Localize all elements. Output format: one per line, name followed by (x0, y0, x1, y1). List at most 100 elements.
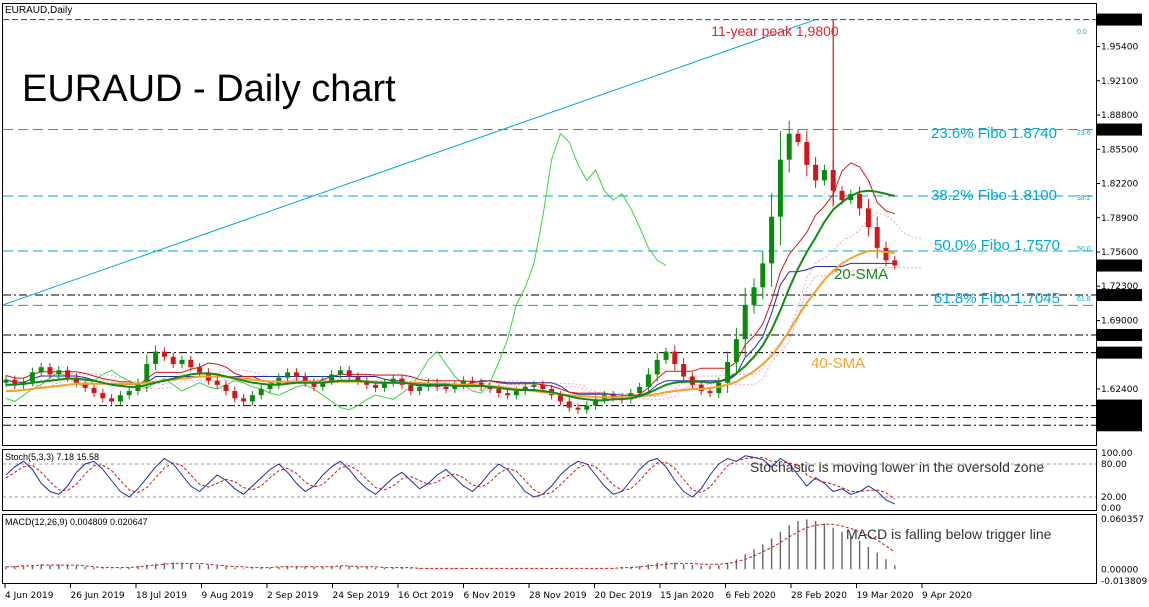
candle-body-20 (179, 359, 185, 365)
candle-body-69 (610, 395, 616, 398)
candle-body-36 (320, 380, 326, 387)
candle-body-47 (417, 386, 423, 392)
candle-body-32 (285, 372, 291, 378)
sma20-line (6, 189, 896, 402)
candle-body-16 (144, 364, 150, 383)
price-tick-label-3: 1.88800 (1101, 111, 1138, 121)
macd-tick-label-0: 0.060357 (1101, 515, 1144, 525)
candle-body-38 (337, 370, 343, 375)
candle-body-99 (874, 227, 880, 248)
candle-body-101 (892, 260, 898, 266)
fib-label-61: 61.8% Fibo 1.7045 (934, 290, 1060, 307)
candle-body-75 (663, 351, 669, 360)
candle-body-24 (214, 380, 220, 385)
candle-body-9 (82, 382, 88, 388)
x-tick-label-10: 15 Jan 2020 (660, 591, 714, 601)
candle-body-4 (38, 367, 44, 373)
candle-body-3 (29, 372, 35, 382)
fib-small-50: 50.0 (1077, 246, 1091, 253)
price-tick-label-16: 1.60800 (1101, 402, 1138, 412)
macd-label: MACD(12,26,9) 0.004809 0.020647 (5, 517, 148, 527)
stochastic-panel (2, 449, 1097, 511)
candle-body-55 (487, 386, 493, 389)
x-tick-label-9: 20 Dec 2019 (595, 591, 653, 601)
candle-body-30 (267, 384, 273, 389)
candle-body-84 (742, 304, 748, 340)
candle-body-58 (513, 391, 519, 396)
candle-body-44 (390, 378, 396, 383)
symbol-label: EURAUD,Daily (5, 5, 72, 16)
price-tick-bg-14 (1097, 346, 1142, 359)
price-tick-bg-4 (1097, 123, 1142, 136)
x-tick-label-4: 2 Sep 2019 (267, 591, 319, 601)
price-tick-label-4: 1.87400 (1101, 126, 1138, 136)
candle-body-72 (637, 386, 643, 394)
candle-body-1 (12, 379, 18, 385)
candle-body-35 (311, 382, 317, 387)
price-tick-bg-16 (1097, 399, 1142, 412)
chart-title: EURAUD - Daily chart (22, 68, 396, 110)
candle-body-54 (478, 382, 484, 387)
price-tick-bg-13 (1097, 329, 1142, 342)
candle-body-34 (302, 376, 308, 383)
candle-body-93 (821, 170, 827, 181)
candle-body-53 (469, 380, 475, 383)
stoch-tick-label-2: 20.00 (1101, 493, 1127, 503)
candle-body-46 (408, 384, 414, 392)
candle-body-12 (109, 398, 115, 402)
macd-panel (2, 514, 1097, 584)
candle-body-17 (153, 351, 159, 365)
x-tick-label-8: 28 Nov 2019 (529, 591, 587, 601)
fib-small-23: 23.6 (1077, 130, 1091, 137)
candle-body-73 (645, 374, 651, 387)
candle-body-65 (575, 407, 581, 410)
cloud-span-a (32, 212, 922, 398)
x-tick-label-13: 19 Mar 2020 (857, 591, 914, 601)
trendline (2, 19, 816, 306)
fib-small-61: 61.8 (1077, 296, 1091, 303)
fib-label-50: 50.0% Fibo 1.7570 (934, 237, 1060, 254)
price-panel (2, 3, 1097, 446)
candle-body-87 (769, 216, 775, 264)
macd-tick-label-1: 0.00000 (1101, 565, 1138, 575)
candle-body-77 (681, 364, 687, 377)
candle-body-90 (795, 133, 801, 143)
stoch-label: Stoch(5,3,3) 7.18 15.58 (5, 452, 99, 462)
sma40-line (6, 250, 895, 399)
candle-body-8 (73, 377, 79, 383)
candle-body-19 (170, 356, 176, 365)
price-tick-label-17: 1.59650 (1101, 414, 1138, 424)
candle-body-63 (557, 395, 563, 402)
candle-body-85 (751, 287, 757, 305)
candle-body-89 (786, 133, 792, 160)
candle-body-60 (531, 384, 537, 387)
sma40-annotation: 40-SMA (811, 355, 865, 372)
candle-body-7 (65, 370, 71, 378)
x-tick-label-0: 4 Jun 2019 (5, 591, 54, 601)
candle-body-52 (461, 380, 467, 385)
x-tick-label-7: 6 Nov 2019 (464, 591, 516, 601)
candle-body-43 (381, 382, 387, 388)
candle-body-59 (522, 386, 528, 392)
candle-body-64 (566, 401, 572, 408)
price-tick-bg-0 (1097, 13, 1142, 26)
stoch-tick-label-1: 80.00 (1101, 460, 1127, 470)
candle-body-92 (813, 164, 819, 181)
price-tick-label-18: 1.58900 (1101, 421, 1138, 431)
tenkan-line (5, 162, 895, 399)
candle-body-5 (47, 367, 53, 375)
price-tick-label-1: 1.95400 (1101, 43, 1138, 53)
price-tick-label-10: 1.72300 (1101, 282, 1138, 292)
sma20-annotation: 20-SMA (834, 266, 888, 283)
candle-body-22 (197, 367, 203, 373)
candle-body-41 (364, 380, 370, 385)
candle-body-13 (117, 395, 123, 402)
price-tick-label-11: 1.71450 (1101, 291, 1138, 301)
candle-body-40 (355, 376, 361, 381)
fib-label-23: 23.6% Fibo 1.8740 (931, 125, 1057, 142)
candle-body-11 (100, 393, 106, 399)
x-tick-label-6: 16 Oct 2019 (398, 591, 454, 601)
x-tick-label-12: 28 Feb 2020 (791, 591, 847, 601)
candle-body-29 (258, 388, 264, 396)
candle-body-76 (672, 351, 678, 365)
